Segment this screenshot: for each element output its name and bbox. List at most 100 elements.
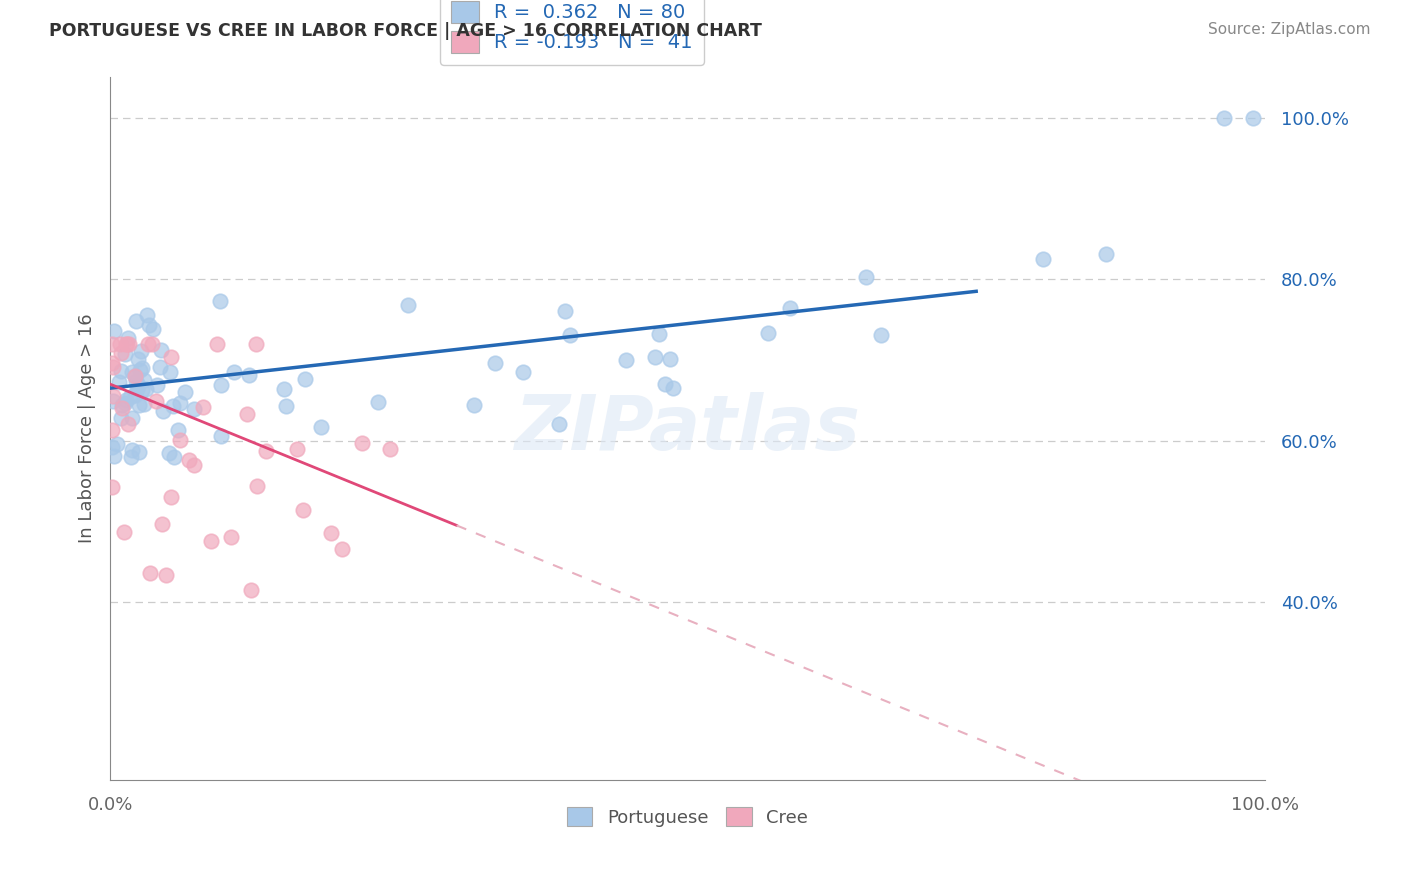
Point xyxy=(101,389,124,403)
Point xyxy=(222,365,245,379)
Point xyxy=(159,366,181,380)
Point xyxy=(141,321,163,335)
Point xyxy=(103,324,125,338)
Point xyxy=(150,343,173,357)
Point xyxy=(124,369,146,384)
Point xyxy=(131,360,153,375)
Point xyxy=(125,382,148,396)
Point xyxy=(145,394,167,409)
Point xyxy=(162,399,184,413)
Point xyxy=(135,309,157,323)
Point xyxy=(103,394,125,409)
Point xyxy=(654,376,676,391)
Point xyxy=(276,399,298,413)
Point xyxy=(103,449,125,463)
Point xyxy=(108,375,131,389)
Point xyxy=(294,372,316,386)
Point xyxy=(121,365,143,379)
Point xyxy=(309,419,332,434)
Point xyxy=(238,368,260,382)
Point xyxy=(352,436,374,450)
Point xyxy=(614,352,637,367)
Point xyxy=(183,458,205,472)
Point xyxy=(150,516,173,531)
Text: Source: ZipAtlas.com: Source: ZipAtlas.com xyxy=(1208,22,1371,37)
Point xyxy=(330,542,353,557)
Point xyxy=(120,450,142,464)
Point xyxy=(114,347,136,361)
Point xyxy=(124,313,146,327)
Point xyxy=(101,360,124,375)
Point xyxy=(209,428,232,442)
Text: PORTUGUESE VS CREE IN LABOR FORCE | AGE > 16 CORRELATION CHART: PORTUGUESE VS CREE IN LABOR FORCE | AGE … xyxy=(49,22,762,40)
Point xyxy=(254,444,277,458)
Point xyxy=(155,568,177,582)
Point xyxy=(291,503,314,517)
Point xyxy=(163,450,186,464)
Point xyxy=(138,318,160,332)
Point xyxy=(120,390,142,404)
Point xyxy=(101,423,124,437)
Point xyxy=(111,401,134,416)
Point xyxy=(779,301,801,316)
Point xyxy=(321,526,343,541)
Point xyxy=(207,336,229,351)
Point xyxy=(648,327,671,342)
Point xyxy=(108,336,131,351)
Point xyxy=(111,398,134,412)
Point xyxy=(114,336,136,351)
Point xyxy=(135,382,157,396)
Point xyxy=(101,356,124,370)
Point xyxy=(463,398,485,412)
Point xyxy=(484,356,506,370)
Point xyxy=(125,375,148,389)
Point xyxy=(644,350,666,364)
Point xyxy=(110,345,132,359)
Point xyxy=(124,369,146,384)
Point xyxy=(117,331,139,345)
Point xyxy=(157,446,180,460)
Point xyxy=(115,392,138,407)
Point xyxy=(658,351,681,366)
Point xyxy=(134,397,156,411)
Point xyxy=(166,423,188,437)
Point xyxy=(114,396,136,410)
Point xyxy=(512,364,534,378)
Point xyxy=(134,373,156,387)
Point xyxy=(1032,252,1054,267)
Point xyxy=(159,350,181,364)
Point xyxy=(367,395,389,409)
Point xyxy=(131,343,153,358)
Point xyxy=(141,336,163,351)
Point xyxy=(1241,111,1264,125)
Point xyxy=(131,383,153,397)
Point xyxy=(128,398,150,412)
Point xyxy=(235,408,257,422)
Point xyxy=(855,269,877,284)
Point xyxy=(110,364,132,378)
Point xyxy=(118,336,141,351)
Point xyxy=(554,303,576,318)
Point xyxy=(145,377,167,392)
Point xyxy=(114,525,136,540)
Point xyxy=(117,417,139,431)
Point xyxy=(121,410,143,425)
Point xyxy=(191,400,214,414)
Point xyxy=(105,437,128,451)
Point xyxy=(240,583,263,598)
Point xyxy=(219,531,242,545)
Point xyxy=(117,336,139,351)
Y-axis label: In Labor Force | Age > 16: In Labor Force | Age > 16 xyxy=(79,314,96,543)
Point xyxy=(245,336,267,351)
Text: ZIPatlas: ZIPatlas xyxy=(515,392,860,466)
Point xyxy=(558,328,581,343)
Point xyxy=(160,490,183,504)
Point xyxy=(169,433,191,447)
Point xyxy=(101,480,124,494)
Point xyxy=(101,441,124,455)
Point xyxy=(869,328,891,343)
Point xyxy=(128,445,150,459)
Point xyxy=(121,443,143,458)
Point xyxy=(149,360,172,375)
Point xyxy=(169,396,191,410)
